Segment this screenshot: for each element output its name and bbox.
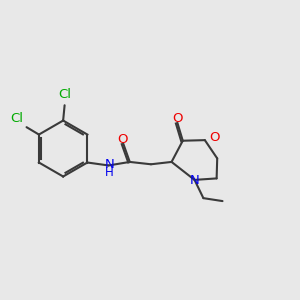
Text: N: N: [104, 158, 114, 171]
Text: O: O: [209, 131, 220, 144]
Text: O: O: [117, 133, 128, 146]
Text: H: H: [105, 166, 113, 179]
Text: Cl: Cl: [10, 112, 23, 125]
Text: N: N: [190, 174, 200, 187]
Text: Cl: Cl: [58, 88, 71, 101]
Text: O: O: [172, 112, 183, 125]
